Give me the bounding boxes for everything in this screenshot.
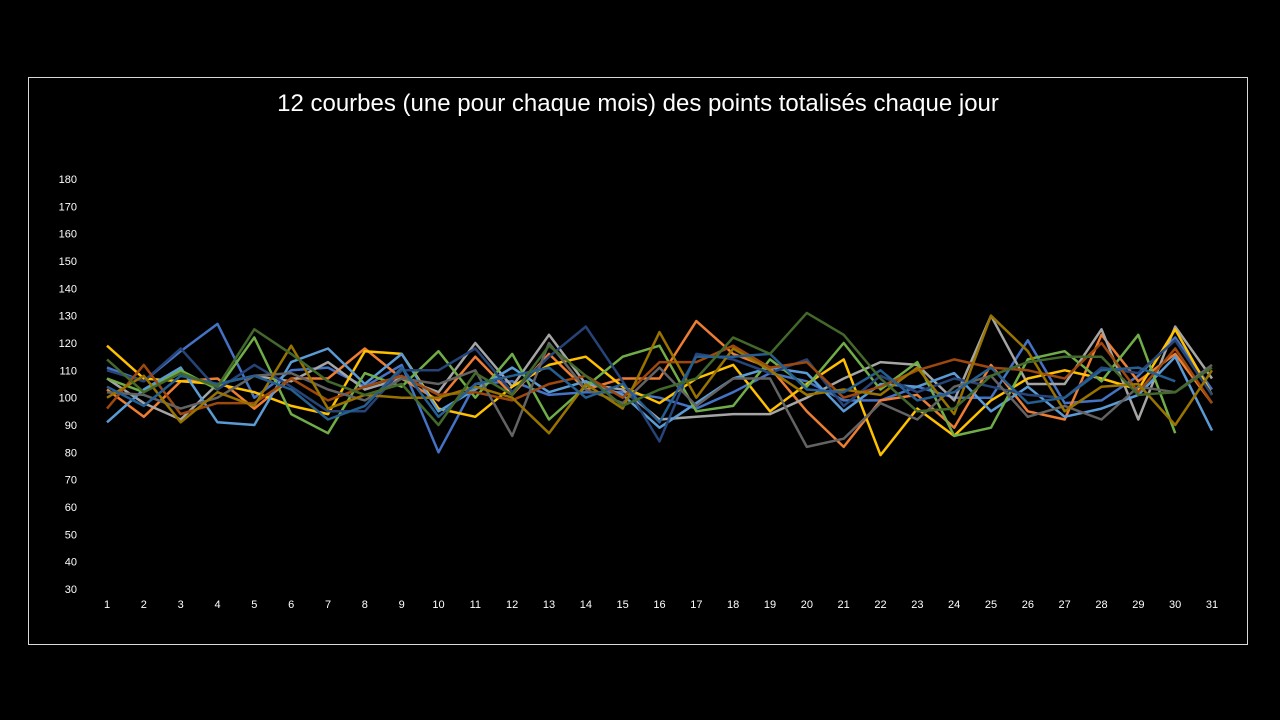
- x-tick-label: 9: [399, 599, 405, 611]
- x-tick-label: 19: [764, 599, 776, 611]
- x-tick-label: 31: [1206, 599, 1218, 611]
- x-tick-label: 30: [1169, 599, 1181, 611]
- series-line-6: [106, 333, 1177, 438]
- x-tick-label: 20: [801, 599, 813, 611]
- x-tick-label: 11: [470, 599, 481, 611]
- x-tick-label: 12: [506, 599, 518, 611]
- series-line-7: [106, 325, 1214, 443]
- x-tick-label: 22: [874, 599, 886, 611]
- y-tick-label: 40: [65, 557, 77, 569]
- x-tick-label: 7: [325, 599, 331, 611]
- x-tick-label: 18: [727, 599, 739, 611]
- y-tick-label: 150: [59, 256, 77, 268]
- x-tick-label: 3: [178, 599, 184, 611]
- series-lines: [106, 311, 1214, 457]
- series-line-10: [106, 314, 1214, 435]
- y-tick-label: 160: [59, 229, 77, 241]
- y-tick-label: 100: [59, 393, 77, 405]
- x-tick-label: 25: [985, 599, 997, 611]
- y-tick-label: 180: [59, 174, 77, 186]
- x-tick-label: 15: [617, 599, 629, 611]
- x-tick-label: 8: [362, 599, 368, 611]
- x-tick-label: 1: [104, 599, 110, 611]
- x-tick-label: 14: [580, 599, 592, 611]
- x-axis: 1 2 3 4 5 6 7 8 9 10 11 12 13 14 15 16 17 18 19 20 21 22 23 24 2…: [104, 599, 1218, 611]
- x-tick-label: 28: [1095, 599, 1107, 611]
- series-line-3: [106, 314, 1214, 421]
- y-tick-label: 80: [65, 447, 77, 459]
- series-line-12: [106, 311, 1213, 427]
- y-tick-label: 30: [65, 584, 77, 596]
- x-tick-label: 26: [1022, 599, 1034, 611]
- x-tick-label: 16: [653, 599, 665, 611]
- series-line-4: [106, 328, 1214, 457]
- chart-title: 12 courbes (une pour chaque mois) des po…: [277, 90, 999, 117]
- y-tick-label: 110: [59, 365, 77, 377]
- series-line-5: [106, 347, 1214, 432]
- x-tick-label: 4: [214, 599, 220, 611]
- x-tick-label: 27: [1059, 599, 1071, 611]
- y-tick-label: 130: [59, 311, 77, 323]
- x-tick-label: 21: [838, 599, 850, 611]
- x-tick-label: 2: [141, 599, 147, 611]
- series-line-1: [106, 322, 1214, 454]
- x-tick-label: 24: [948, 599, 960, 611]
- line-chart: 3040506070809010011012013014015016017018…: [59, 174, 1218, 611]
- y-axis: 30 40 50 60 70 80 90 100 110 120 130 140 150 160 170 18…: [59, 174, 77, 596]
- x-tick-label: 13: [543, 599, 555, 611]
- y-tick-label: 170: [59, 201, 77, 213]
- series-line-9: [106, 341, 1213, 449]
- series-line-8: [106, 341, 1214, 416]
- x-tick-label: 17: [690, 599, 702, 611]
- y-tick-label: 70: [65, 475, 77, 487]
- x-tick-label: 6: [288, 599, 294, 611]
- x-tick-label: 23: [911, 599, 923, 611]
- y-tick-label: 90: [65, 420, 77, 432]
- y-tick-label: 120: [59, 338, 77, 350]
- x-tick-label: 10: [432, 599, 444, 611]
- chart-frame: 12 courbes (une pour chaque mois) des po…: [28, 77, 1248, 645]
- y-tick-label: 60: [65, 502, 77, 514]
- y-tick-label: 140: [59, 283, 77, 295]
- y-tick-label: 50: [65, 529, 77, 541]
- x-tick-label: 5: [251, 599, 257, 611]
- x-tick-label: 29: [1132, 599, 1144, 611]
